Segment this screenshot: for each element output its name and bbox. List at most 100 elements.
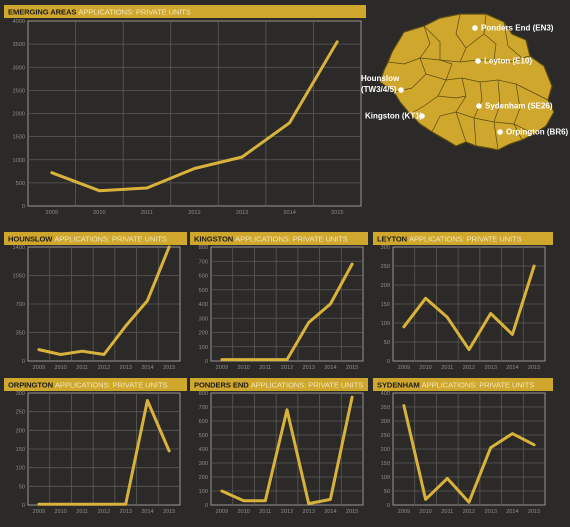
y-tick-label: 300 [381, 419, 390, 425]
data-point [242, 499, 245, 502]
chart-title: KINGSTON APPLICATIONS: PRIVATE UNITS [194, 234, 348, 243]
x-tick-label: 2010 [419, 365, 431, 371]
data-point [288, 121, 291, 124]
y-tick-label: 400 [199, 447, 208, 453]
y-tick-label: 700 [16, 302, 25, 308]
data-point [102, 353, 106, 356]
data-point [240, 155, 244, 159]
y-tick-label: 200 [381, 447, 390, 453]
x-tick-label: 2012 [98, 365, 110, 371]
y-tick-label: 700 [199, 259, 208, 265]
data-point [167, 245, 171, 249]
charts-layer: EMERGING AREAS APPLICATIONS: PRIVATE UNIT… [4, 5, 553, 515]
data-point [489, 446, 492, 449]
y-tick-label: 150 [381, 302, 390, 308]
x-tick-label: 2009 [398, 365, 410, 371]
chart-title-light: APPLICATIONS: PRIVATE UNITS [235, 234, 348, 243]
data-point [467, 501, 471, 504]
y-tick-label: 100 [381, 475, 390, 481]
chart-1: HOUNSLOW APPLICATIONS: PRIVATE UNITS 0 350 7… [4, 232, 187, 371]
x-tick-label: 2012 [463, 365, 475, 371]
x-tick-label: 2009 [33, 365, 45, 371]
x-tick-label: 2010 [237, 509, 249, 515]
data-point [336, 40, 339, 44]
y-tick-label: 200 [16, 428, 25, 434]
y-tick-label: 800 [199, 245, 208, 251]
x-tick-label: 2009 [33, 509, 45, 515]
leyton-marker [475, 58, 481, 64]
x-tick-label: 2014 [324, 365, 336, 371]
x-tick-label: 2010 [419, 509, 431, 515]
data-point [424, 297, 427, 300]
y-tick-label: 0 [22, 503, 25, 509]
data-point [285, 358, 289, 361]
y-tick-label: 100 [199, 489, 208, 495]
chart-title-bold: PONDERS END [194, 380, 249, 389]
y-tick-label: 250 [381, 264, 390, 270]
x-tick-label: 2013 [302, 365, 314, 371]
y-tick-label: 1000 [13, 158, 25, 164]
data-point [102, 503, 106, 506]
chart-title: PONDERS END APPLICATIONS: PRIVATE UNITS [194, 380, 363, 389]
y-tick-label: 400 [381, 391, 390, 397]
x-tick-label: 2013 [484, 365, 496, 371]
x-tick-label: 2015 [346, 509, 358, 515]
y-tick-label: 100 [381, 321, 390, 327]
chart-title-banner [373, 378, 553, 391]
x-tick-label: 2010 [93, 210, 105, 216]
y-tick-label: 2500 [13, 88, 25, 94]
y-tick-label: 250 [381, 433, 390, 439]
chart-title-light: APPLICATIONS: PRIVATE UNITS [422, 380, 535, 389]
orpington-label: Orpington (BR6) [506, 128, 569, 137]
chart-title: ORPINGTON APPLICATIONS: PRIVATE UNITS [8, 380, 167, 389]
chart-6: SYDENHAM APPLICATIONS: PRIVATE UNITS 0 50 10… [373, 378, 553, 515]
chart-2: KINGSTON APPLICATIONS: PRIVATE UNITS 0 100 2… [190, 232, 368, 371]
y-tick-label: 0 [205, 503, 208, 509]
borough-lines [387, 13, 549, 151]
x-tick-label: 2011 [441, 509, 453, 515]
y-tick-label: 600 [199, 274, 208, 280]
y-tick-label: 300 [199, 316, 208, 322]
x-tick-label: 2015 [528, 509, 540, 515]
data-point [264, 499, 267, 502]
chart-title-banner [190, 232, 368, 245]
chart-4: ORPINGTON APPLICATIONS: PRIVATE UNITS 0 50 1… [4, 378, 187, 515]
data-point [285, 408, 289, 411]
x-tick-label: 2011 [259, 365, 271, 371]
y-tick-label: 200 [381, 283, 390, 289]
x-tick-label: 2014 [141, 509, 153, 515]
chart-title-bold: SYDENHAM [377, 380, 420, 389]
hounslow-label-line2: (TW3/4/5) [361, 85, 397, 94]
chart-title-bold: EMERGING AREAS [8, 7, 76, 16]
x-tick-label: 2009 [46, 210, 58, 216]
data-point [124, 503, 127, 506]
y-tick-label: 700 [199, 405, 208, 411]
x-tick-label: 2010 [54, 509, 66, 515]
chart-title: EMERGING AREAS APPLICATIONS: PRIVATE UNIT… [8, 7, 191, 16]
data-point [350, 262, 354, 266]
sydenham-marker [476, 103, 482, 109]
data-point [467, 348, 471, 351]
x-tick-label: 2011 [76, 365, 88, 371]
y-tick-label: 4000 [13, 19, 25, 25]
chart-title-light: APPLICATIONS: PRIVATE UNITS [54, 234, 167, 243]
data-point [446, 316, 449, 319]
data-point [146, 399, 149, 402]
kingston-label: Kingston (KT1) [365, 112, 423, 121]
x-tick-label: 2013 [484, 509, 496, 515]
data-point [146, 299, 149, 302]
kingston-marker [419, 113, 425, 119]
data-point [50, 171, 53, 174]
x-tick-label: 2014 [506, 509, 518, 515]
x-tick-label: 2015 [163, 365, 175, 371]
y-tick-label: 500 [16, 181, 25, 187]
x-tick-label: 2009 [216, 509, 228, 515]
data-point [307, 502, 310, 505]
y-tick-label: 0 [387, 503, 390, 509]
data-point [511, 432, 514, 435]
data-point [329, 302, 332, 306]
x-tick-label: 2013 [119, 365, 131, 371]
data-point [511, 333, 514, 336]
y-tick-label: 1500 [13, 135, 25, 141]
